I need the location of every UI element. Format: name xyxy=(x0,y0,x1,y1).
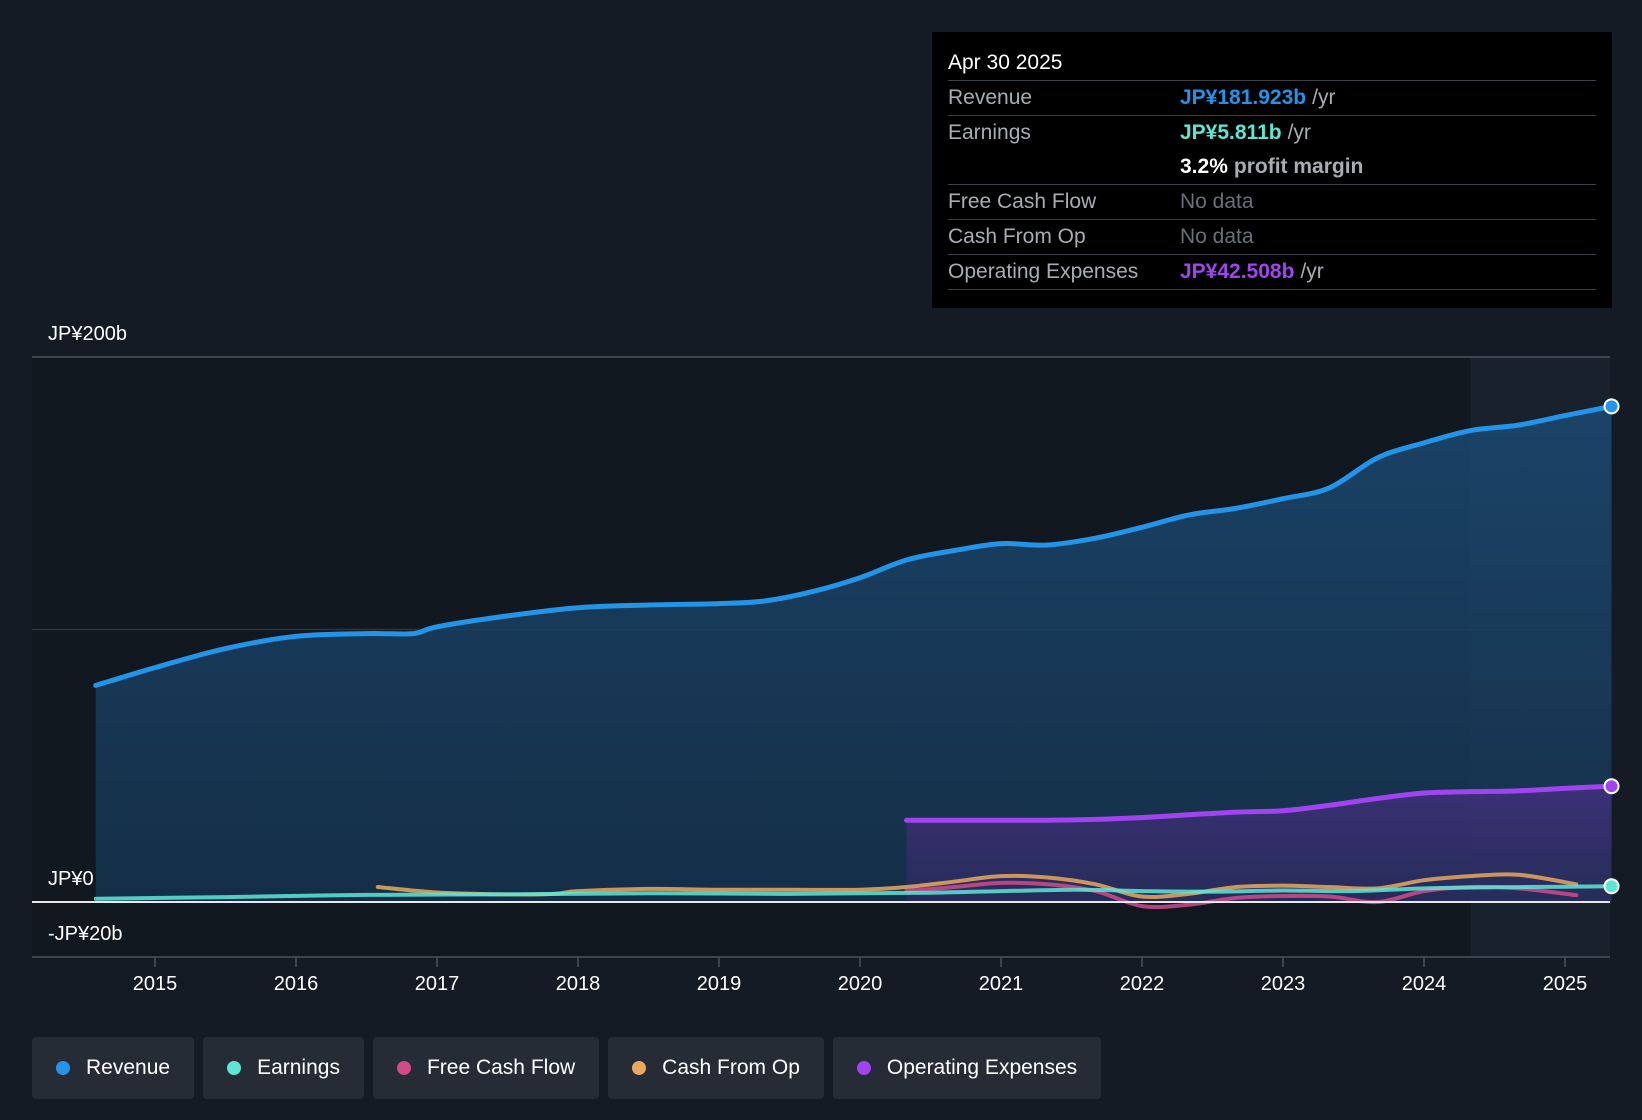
x-tick-label-2025: 2025 xyxy=(1543,973,1588,995)
tooltip-margin-spacer xyxy=(948,150,1180,184)
legend-revenue-label: Revenue xyxy=(86,1056,171,1079)
x-tick-label-2020: 2020 xyxy=(838,973,883,995)
legend-revenue[interactable]: Revenue xyxy=(32,1037,195,1099)
legend: Revenue Earnings Free Cash Flow Cash Fro… xyxy=(32,1037,1102,1099)
operating-expenses-line xyxy=(904,783,1615,823)
tooltip-revenue-unit: /yr xyxy=(1312,86,1336,109)
tooltip-row-margin: 3.2% profit margin xyxy=(948,150,1596,185)
earnings-line xyxy=(93,884,1614,901)
tooltip-row-cfo: Cash From Op No data xyxy=(948,220,1596,255)
legend-opex-label: Operating Expenses xyxy=(886,1056,1078,1079)
legend-free-cash-flow[interactable]: Free Cash Flow xyxy=(372,1037,600,1099)
tooltip-opex-value-wrap: JP¥42.508b/yr xyxy=(1180,255,1324,289)
tooltip-margin-wrap: 3.2% profit margin xyxy=(1180,150,1363,184)
x-axis-ticks: 2015 2016 2017 2018 2019 2020 2021 2022 2023 2024… xyxy=(133,957,1588,995)
tooltip-earnings-unit: /yr xyxy=(1287,121,1311,144)
tooltip-earnings-label: Earnings xyxy=(948,121,1031,144)
legend-earnings-label: Earnings xyxy=(257,1056,340,1079)
tooltip-fcf-value: No data xyxy=(1180,190,1254,213)
revenue-line xyxy=(93,403,1615,688)
y-label-bottom: -JP¥20b xyxy=(48,923,123,945)
series-areas xyxy=(95,406,1612,902)
x-tick-label-2018: 2018 xyxy=(556,973,601,995)
series-endpoints xyxy=(1603,398,1620,895)
revenue-area xyxy=(95,406,1612,902)
tooltip-margin-unit: profit margin xyxy=(1233,155,1364,178)
series-lines xyxy=(32,403,1615,910)
tooltip-revenue-value: JP¥181.923b xyxy=(1180,86,1307,109)
tooltip-margin-value: 3.2% xyxy=(1180,155,1228,178)
revenue-endpoint xyxy=(1603,398,1620,415)
x-tick-label-2021: 2021 xyxy=(979,973,1024,995)
legend-earnings[interactable]: Earnings xyxy=(203,1037,364,1099)
operating-expenses-endpoint xyxy=(1603,778,1620,795)
legend-cash-from-op[interactable]: Cash From Op xyxy=(608,1037,824,1099)
legend-fcf-dot-icon xyxy=(396,1061,411,1075)
tooltip-row-fcf: Free Cash Flow No data xyxy=(948,185,1596,220)
legend-cfo-label: Cash From Op xyxy=(662,1056,800,1079)
earnings-endpoint xyxy=(1603,878,1620,895)
legend-fcf-label: Free Cash Flow xyxy=(426,1056,576,1079)
tooltip-cfo-label: Cash From Op xyxy=(948,225,1086,248)
x-tick-label-2015: 2015 xyxy=(133,973,178,995)
tooltip-revenue-value-wrap: JP¥181.923b/yr xyxy=(1180,81,1335,115)
tooltip-date: Apr 30 2025 xyxy=(948,46,1596,81)
tooltip-revenue-label: Revenue xyxy=(948,86,1033,109)
tooltip-row-revenue: Revenue JP¥181.923b/yr xyxy=(948,81,1596,116)
tooltip-opex-label: Operating Expenses xyxy=(948,260,1139,283)
x-tick-label-2019: 2019 xyxy=(697,973,742,995)
tooltip-row-earnings: Earnings JP¥5.811b/yr xyxy=(948,116,1596,150)
legend-revenue-dot-icon xyxy=(56,1061,70,1075)
x-tick-label-2022: 2022 xyxy=(1120,973,1165,995)
y-label-top: JP¥200b xyxy=(48,323,127,345)
tooltip-fcf-label: Free Cash Flow xyxy=(948,190,1097,213)
tooltip-row-opex: Operating Expenses JP¥42.508b/yr xyxy=(948,255,1596,290)
operating-expenses-area xyxy=(906,786,1612,902)
legend-earnings-dot-icon xyxy=(227,1061,242,1075)
x-tick-label-2017: 2017 xyxy=(415,973,460,995)
tooltip-earnings-value-wrap: JP¥5.811b/yr xyxy=(1180,116,1311,150)
tooltip-opex-unit: /yr xyxy=(1300,260,1324,283)
tooltip: Apr 30 2025 Revenue JP¥181.923b/yr Earni… xyxy=(932,32,1612,308)
x-tick-label-2023: 2023 xyxy=(1261,973,1306,995)
tooltip-cfo-value: No data xyxy=(1180,225,1254,248)
x-tick-label-2016: 2016 xyxy=(274,973,319,995)
tooltip-earnings-value: JP¥5.811b xyxy=(1180,121,1282,144)
legend-opex-dot-icon xyxy=(856,1061,871,1075)
legend-operating-expenses[interactable]: Operating Expenses xyxy=(832,1037,1102,1099)
y-label-zero: JP¥0 xyxy=(48,868,94,890)
legend-cfo-dot-icon xyxy=(632,1061,647,1075)
tooltip-opex-value: JP¥42.508b xyxy=(1180,260,1295,283)
x-tick-label-2024: 2024 xyxy=(1402,973,1447,995)
